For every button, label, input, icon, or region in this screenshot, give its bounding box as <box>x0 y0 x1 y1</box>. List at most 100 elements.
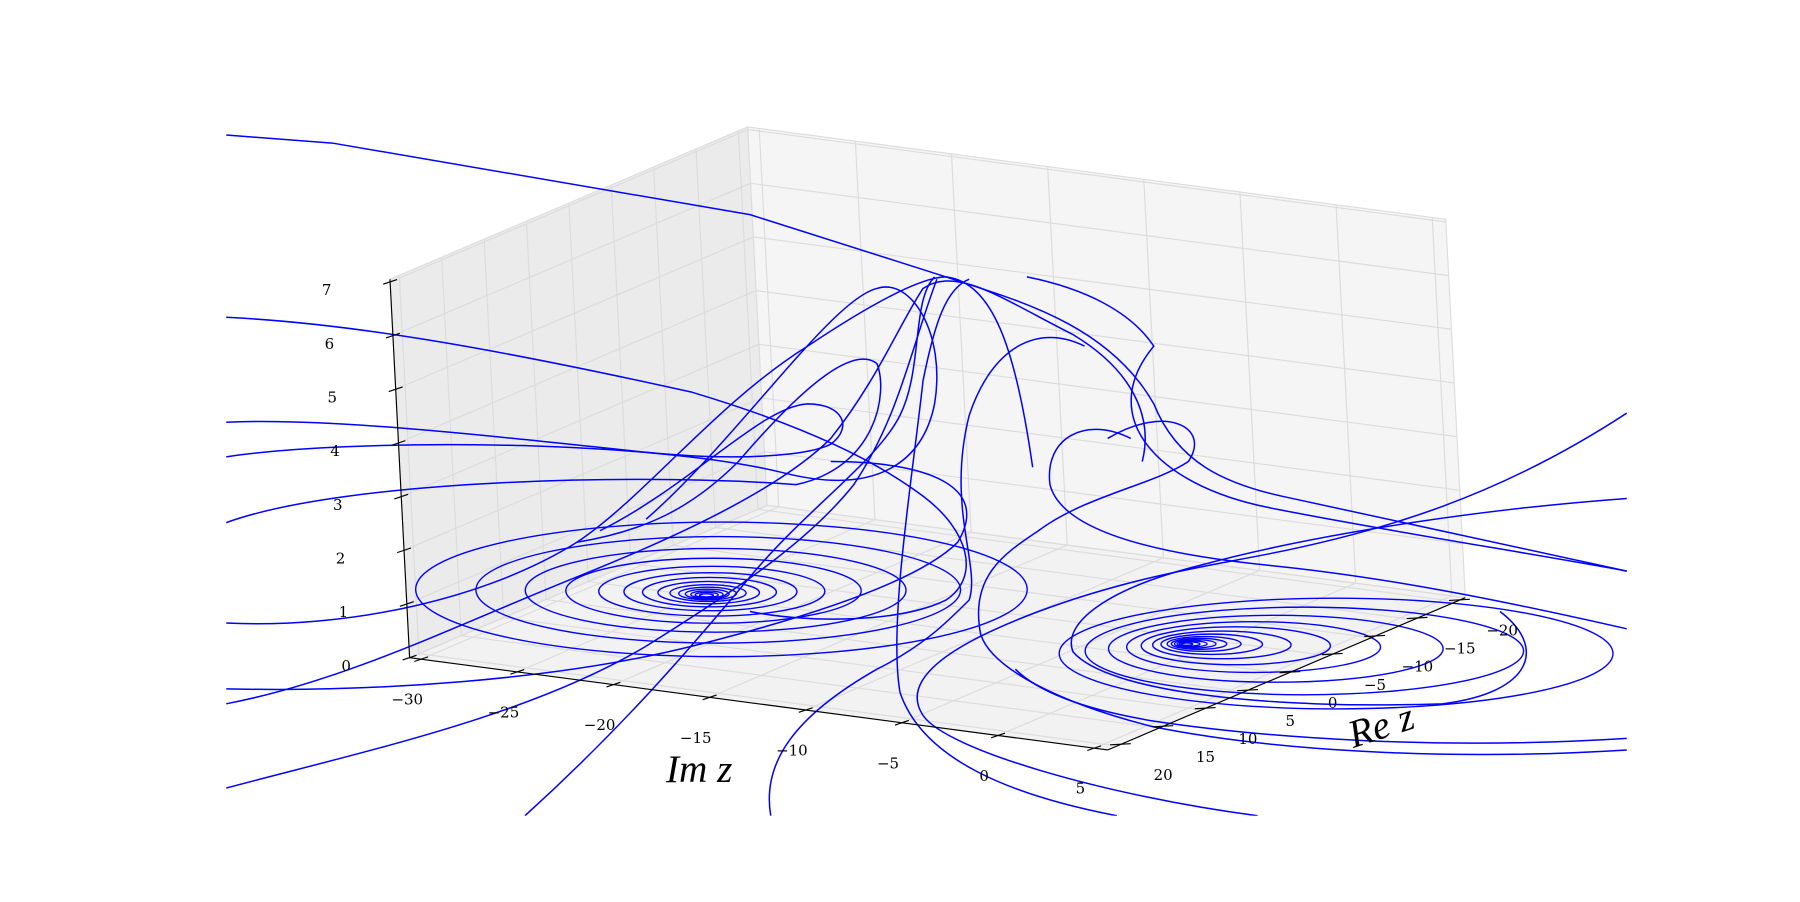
x-tick-label: 0 <box>979 767 989 785</box>
spiral-ring <box>684 588 730 600</box>
x-tick <box>606 681 621 688</box>
spiral-ring <box>1058 597 1614 710</box>
spiral-ring <box>1180 642 1194 646</box>
spiral-ring <box>1178 641 1201 647</box>
z-tick-label: 6 <box>325 335 335 353</box>
grid-line <box>461 635 1160 729</box>
y-tick-label: 20 <box>1154 766 1173 784</box>
y-tick <box>1194 707 1216 710</box>
grid-line <box>854 141 876 520</box>
spiral-ring <box>1151 630 1292 660</box>
panes <box>389 126 1468 751</box>
x-tick-label: −10 <box>776 742 808 760</box>
y-tick <box>1321 652 1343 656</box>
z-tick <box>388 386 403 393</box>
grid-line <box>653 166 674 546</box>
y-tick <box>1406 616 1428 620</box>
grid-line <box>737 130 759 510</box>
z-tick <box>383 279 398 285</box>
grid-line <box>568 203 590 582</box>
z-tick-label: 5 <box>327 388 337 406</box>
x-tick-label: 5 <box>1076 780 1086 798</box>
curve <box>1014 668 1627 744</box>
curve <box>226 460 968 691</box>
z-tick-label: 7 <box>322 281 332 299</box>
grid-line <box>758 128 780 507</box>
y-tick <box>1449 598 1470 602</box>
y-tick-label: −5 <box>1364 676 1386 694</box>
spiral-ring <box>678 586 738 601</box>
grid-line <box>406 451 765 605</box>
grid-line <box>418 653 1118 747</box>
spiral-ring <box>1140 626 1332 666</box>
spiral-ring <box>1170 637 1228 651</box>
z-tick <box>385 332 401 339</box>
z-tick <box>402 654 417 661</box>
grid-line <box>389 129 749 283</box>
grid-line <box>1239 191 1261 571</box>
y-tick-label: −10 <box>1402 658 1434 676</box>
grid-line <box>764 451 1463 545</box>
plot: −30−25−20−15−10−50520151050−5−10−15−2001… <box>226 126 1627 816</box>
spiral-ring <box>1125 620 1382 674</box>
grid-line <box>747 129 1446 223</box>
x-tick-label: −20 <box>584 716 616 734</box>
grid-line <box>401 343 760 498</box>
grid-line <box>525 221 547 600</box>
grid-line <box>758 343 1458 438</box>
spiral-ring <box>690 590 724 599</box>
spiral-ring <box>1173 638 1217 649</box>
axes: −30−25−20−15−10−50520151050−5−10−15−2001… <box>322 279 1518 798</box>
curve <box>226 358 882 544</box>
y-tick-label: −20 <box>1486 622 1518 640</box>
curve <box>1070 497 1627 706</box>
x-tick <box>414 656 429 663</box>
grid-line <box>403 397 762 551</box>
y-tick <box>1364 634 1386 638</box>
curve <box>524 276 936 816</box>
grid-line <box>503 617 1202 711</box>
grid-line <box>395 236 754 390</box>
grid-line <box>1047 166 1068 546</box>
curve <box>1026 276 1627 572</box>
curves <box>226 134 1627 816</box>
grid-line <box>695 148 717 528</box>
spiral-ring <box>669 583 747 603</box>
z-tick <box>391 440 406 446</box>
y-tick <box>1152 725 1174 728</box>
curve <box>226 280 1146 705</box>
x-tick-label: −5 <box>877 754 899 772</box>
grid-line <box>950 153 972 533</box>
axis-line <box>409 657 1108 751</box>
spiral-ring <box>641 576 778 608</box>
grid-line <box>767 504 1466 599</box>
x-tick <box>702 694 717 701</box>
z-tick-label: 4 <box>330 442 340 460</box>
x-tick <box>990 732 1006 739</box>
x-tick <box>1087 745 1102 752</box>
spiral-ring <box>623 571 798 612</box>
grid-line <box>409 504 768 659</box>
z-tick-label: 3 <box>333 496 343 514</box>
grid-line <box>392 182 751 337</box>
curve <box>226 316 967 620</box>
x-tick <box>894 719 909 726</box>
y-tick <box>1237 688 1258 692</box>
curve <box>226 403 844 532</box>
grid-line <box>398 290 757 444</box>
spiral-ring <box>1160 633 1264 656</box>
grid-line <box>441 257 462 636</box>
grid-line <box>761 397 1460 491</box>
curve <box>226 276 1034 625</box>
y-tick-label: −15 <box>1444 640 1476 658</box>
spiral-ring <box>598 565 826 617</box>
spiral-ring <box>565 557 862 624</box>
curve <box>916 412 1627 816</box>
z-tick-label: 1 <box>339 603 349 621</box>
z-tick <box>396 547 412 554</box>
x-tick <box>510 669 525 675</box>
grid-line <box>630 562 1329 657</box>
y-tick-label: 0 <box>1328 694 1338 712</box>
